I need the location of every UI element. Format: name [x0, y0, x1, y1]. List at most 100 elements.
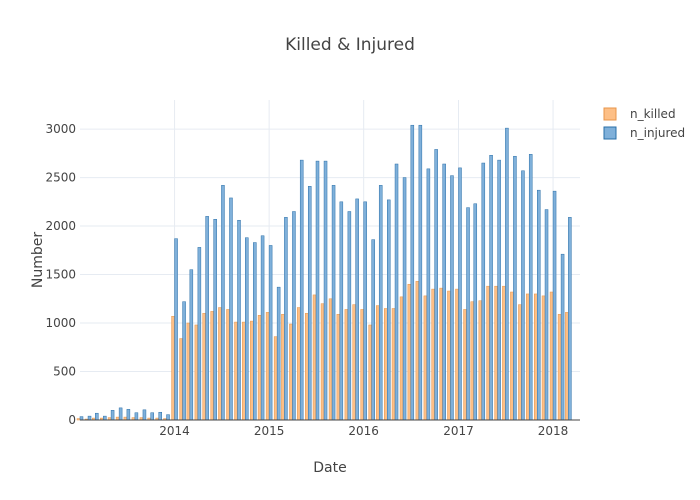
bar-n-injured[interactable] [528, 154, 533, 421]
bar-n-injured[interactable] [402, 177, 407, 421]
bar-n-killed[interactable] [455, 288, 459, 421]
bar-n-injured[interactable] [418, 124, 423, 421]
bar-n-injured[interactable] [426, 168, 431, 421]
bar-n-injured[interactable] [466, 207, 470, 421]
bar-n-injured[interactable] [268, 245, 273, 421]
bar-n-injured[interactable] [221, 185, 225, 421]
legend-swatch[interactable] [603, 126, 617, 140]
bar-n-injured[interactable] [174, 238, 178, 421]
bar-n-injured[interactable] [521, 170, 525, 421]
bar-n-injured[interactable] [544, 209, 549, 421]
bar-n-killed[interactable] [447, 290, 451, 421]
bar-n-injured[interactable] [197, 247, 202, 421]
bar-n-injured[interactable] [560, 253, 565, 421]
bar-n-injured[interactable] [450, 175, 454, 421]
bar-n-injured[interactable] [505, 127, 509, 421]
bar-n-injured[interactable] [378, 185, 383, 421]
bar-n-injured[interactable] [331, 185, 336, 421]
bar-n-injured[interactable] [237, 219, 241, 421]
bar-n-killed[interactable] [360, 309, 364, 421]
bar-n-injured[interactable] [229, 197, 233, 421]
bar-n-killed[interactable] [368, 324, 372, 421]
bar-n-killed[interactable] [534, 293, 538, 421]
bar-n-killed[interactable] [549, 291, 554, 421]
bar-n-injured[interactable] [473, 203, 478, 421]
bar-n-injured[interactable] [142, 409, 147, 421]
bar-n-injured[interactable] [134, 412, 139, 421]
bar-n-injured[interactable] [95, 412, 99, 421]
bar-n-injured[interactable] [284, 217, 288, 421]
bar-n-killed[interactable] [391, 308, 396, 421]
bar-n-injured[interactable] [552, 190, 557, 421]
bar-n-injured[interactable] [323, 160, 328, 421]
bar-n-injured[interactable] [347, 211, 352, 421]
bar-n-injured[interactable] [513, 155, 517, 421]
bar-n-killed[interactable] [320, 303, 325, 421]
bar-n-injured[interactable] [489, 155, 493, 421]
bar-n-injured[interactable] [260, 235, 265, 421]
bar-n-killed[interactable] [179, 338, 183, 421]
bar-n-killed[interactable] [171, 315, 175, 421]
bar-n-injured[interactable] [182, 301, 186, 421]
bar-n-injured[interactable] [339, 201, 344, 421]
bar-n-injured[interactable] [537, 189, 541, 421]
bar-n-killed[interactable] [525, 293, 530, 421]
bar-n-injured[interactable] [245, 237, 249, 421]
legend-swatch[interactable] [603, 107, 617, 121]
bar-n-killed[interactable] [328, 298, 333, 421]
bar-n-killed[interactable] [234, 321, 238, 421]
bar-n-injured[interactable] [166, 414, 170, 421]
legend[interactable]: n_killed n_injured [603, 107, 685, 140]
bar-n-injured[interactable] [110, 410, 115, 421]
bar-n-killed[interactable] [486, 285, 490, 421]
bar-n-killed[interactable] [494, 285, 498, 421]
bar-n-killed[interactable] [423, 295, 428, 421]
bar-n-injured[interactable] [497, 159, 501, 421]
bar-n-killed[interactable] [76, 418, 81, 421]
bar-n-injured[interactable] [292, 211, 296, 421]
bar-n-injured[interactable] [410, 124, 415, 421]
bar-n-killed[interactable] [296, 307, 301, 421]
bar-n-killed[interactable] [218, 307, 222, 421]
bar-n-killed[interactable] [305, 313, 309, 421]
bar-n-injured[interactable] [355, 198, 359, 421]
bar-n-injured[interactable] [307, 186, 312, 421]
bar-n-killed[interactable] [384, 308, 388, 421]
bar-n-injured[interactable] [253, 242, 257, 421]
bar-n-injured[interactable] [189, 269, 194, 421]
bar-n-killed[interactable] [250, 320, 254, 421]
bar-n-killed[interactable] [210, 311, 214, 421]
bar-n-injured[interactable] [458, 167, 462, 421]
bar-n-injured[interactable] [568, 217, 572, 421]
bar-n-injured[interactable] [205, 216, 209, 421]
bar-n-killed[interactable] [273, 336, 278, 421]
bar-n-killed[interactable] [478, 300, 483, 421]
bar-n-killed[interactable] [375, 305, 380, 421]
bar-n-killed[interactable] [186, 322, 191, 421]
bar-n-injured[interactable] [315, 160, 320, 421]
bar-n-injured[interactable] [363, 201, 367, 421]
bar-n-injured[interactable] [79, 416, 84, 421]
bar-n-killed[interactable] [407, 283, 412, 421]
bar-n-killed[interactable] [242, 321, 246, 421]
legend-label[interactable]: n_injured [630, 126, 685, 140]
bar-n-killed[interactable] [194, 324, 199, 421]
bar-n-killed[interactable] [557, 314, 562, 421]
bar-n-injured[interactable] [213, 219, 217, 421]
bar-n-injured[interactable] [442, 163, 446, 421]
bar-n-killed[interactable] [470, 301, 475, 421]
bar-n-killed[interactable] [502, 285, 506, 421]
bar-n-killed[interactable] [226, 309, 230, 421]
bar-n-injured[interactable] [150, 412, 154, 421]
bar-n-killed[interactable] [265, 312, 270, 421]
bar-n-killed[interactable] [289, 323, 293, 421]
bar-n-killed[interactable] [541, 295, 546, 421]
bar-n-injured[interactable] [387, 199, 391, 421]
legend-label[interactable]: n_killed [630, 107, 676, 121]
bar-n-killed[interactable] [518, 304, 522, 421]
bar-n-killed[interactable] [344, 309, 349, 421]
bar-n-killed[interactable] [565, 312, 569, 421]
bar-n-killed[interactable] [415, 281, 420, 421]
bar-n-injured[interactable] [394, 163, 399, 421]
bar-n-injured[interactable] [481, 162, 486, 421]
